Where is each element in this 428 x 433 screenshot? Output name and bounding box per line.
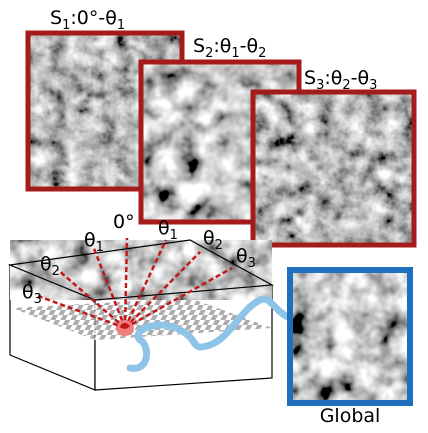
subscript: 1: [62, 18, 70, 33]
label-part: θ: [236, 245, 248, 267]
subscript: 1: [96, 240, 104, 255]
label-part: θ: [203, 227, 215, 249]
subscript: 1: [170, 228, 178, 243]
subscript: 3: [369, 78, 377, 93]
label-part: S: [304, 67, 316, 89]
subscript: 2: [215, 238, 223, 253]
slice-label: S3:θ2-θ3: [304, 67, 377, 93]
label-part: S: [193, 35, 205, 57]
subscript: 2: [52, 264, 60, 279]
subscript: 3: [34, 292, 42, 307]
angle-label: 0°: [113, 211, 135, 233]
slice-images: [28, 33, 414, 245]
label-part: θ: [158, 217, 170, 239]
slice-label: S2:θ1-θ2: [193, 35, 266, 61]
subscript: 2: [258, 46, 266, 61]
label-part: θ: [40, 253, 52, 275]
subscript: 1: [117, 18, 125, 33]
subscript: 2: [205, 46, 213, 61]
label-part: :θ: [213, 35, 231, 57]
label-part: θ: [84, 229, 96, 251]
global-image: [290, 270, 410, 403]
label-part: -θ: [351, 67, 369, 89]
subscript: 1: [231, 46, 239, 61]
global-label: Global: [320, 405, 381, 427]
label-part: :0°-θ: [70, 7, 116, 29]
label-part: -θ: [240, 35, 258, 57]
subscript: 3: [248, 256, 256, 271]
slice-label: S1:0°-θ1: [50, 7, 125, 33]
subscript: 2: [342, 78, 350, 93]
subscript: 3: [316, 78, 324, 93]
label-part: :θ: [324, 67, 342, 89]
slice-image: [253, 92, 414, 245]
label-part: S: [50, 7, 62, 29]
figure: Global S1:0°-θ1S2:θ1-θ2S3:θ2-θ30°θ1θ2θ3θ…: [0, 0, 428, 433]
label-part: θ: [22, 281, 34, 303]
